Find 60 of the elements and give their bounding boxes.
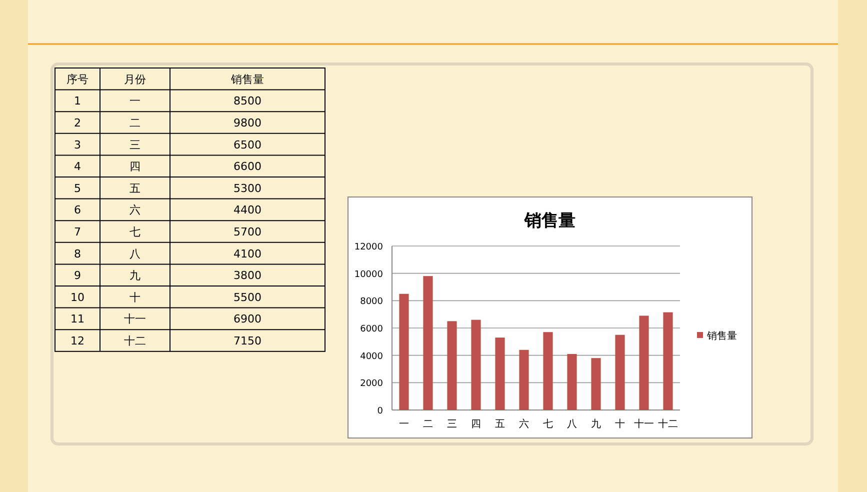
text: 3 bbox=[74, 138, 81, 152]
x-tick-label: 十二 bbox=[658, 418, 678, 430]
category-label: 二 bbox=[130, 116, 140, 130]
text: 10 bbox=[70, 290, 84, 304]
x-tick-label: 十 bbox=[615, 418, 625, 430]
x-tick-label: 三 bbox=[447, 419, 457, 430]
text: 6 bbox=[74, 204, 81, 217]
category-label: 五 bbox=[130, 182, 140, 195]
x-tick-label: 九 bbox=[591, 418, 601, 430]
text: 5300 bbox=[234, 182, 262, 195]
text: 5500 bbox=[234, 290, 262, 304]
category-label: 三 bbox=[130, 138, 140, 152]
category-label: 四 bbox=[130, 160, 140, 174]
text: 1 bbox=[74, 94, 81, 108]
text: 4 bbox=[74, 160, 81, 174]
text: 8 bbox=[74, 247, 81, 260]
x-tick-label: 八 bbox=[567, 419, 577, 430]
y-tick-label: 8000 bbox=[360, 297, 384, 308]
text: 4100 bbox=[234, 247, 262, 260]
x-tick-label: 一 bbox=[399, 419, 409, 430]
text: 12 bbox=[70, 334, 84, 348]
x-tick-label: 七 bbox=[543, 418, 553, 430]
text: 6900 bbox=[234, 312, 262, 326]
text: 7 bbox=[74, 226, 81, 238]
text: 9 bbox=[74, 269, 81, 282]
x-tick-label: 二 bbox=[423, 419, 433, 430]
x-tick-label: 五 bbox=[495, 419, 505, 430]
x-tick-label: 四 bbox=[471, 419, 481, 430]
category-label: 十二 bbox=[124, 334, 146, 348]
category-label: 十一 bbox=[124, 312, 146, 326]
category-label: 七 bbox=[130, 226, 140, 238]
y-tick-label: 6000 bbox=[360, 324, 384, 334]
text: 6500 bbox=[234, 138, 262, 152]
text: 9800 bbox=[234, 116, 262, 130]
y-tick-label: 0 bbox=[377, 406, 384, 416]
x-tick-label: 六 bbox=[519, 418, 529, 430]
x-tick-label: 十一 bbox=[634, 418, 654, 430]
text: 7150 bbox=[234, 334, 262, 348]
text: 序号 bbox=[66, 72, 88, 86]
y-tick-label: 2000 bbox=[360, 379, 384, 390]
y-tick-label: 10000 bbox=[354, 270, 384, 280]
y-tick-label: 12000 bbox=[354, 242, 384, 252]
text: 2 bbox=[74, 116, 81, 130]
legend-label: 销售量 bbox=[706, 330, 737, 342]
text: 4400 bbox=[234, 204, 262, 217]
text: 8500 bbox=[234, 94, 262, 108]
text: 5700 bbox=[234, 226, 262, 238]
y-tick-label: 4000 bbox=[360, 352, 384, 362]
category-label: 十 bbox=[130, 290, 140, 304]
chart-title: 销售量 bbox=[524, 211, 576, 231]
category-label: 一 bbox=[130, 94, 140, 108]
text: 月份 bbox=[124, 72, 146, 86]
text: 销售量 bbox=[231, 72, 264, 86]
text: 11 bbox=[70, 312, 84, 326]
category-label: 六 bbox=[130, 204, 140, 217]
text: 6600 bbox=[234, 160, 262, 174]
text: 3800 bbox=[234, 269, 262, 282]
text: 5 bbox=[74, 182, 81, 195]
category-label: 八 bbox=[130, 247, 140, 260]
category-label: 九 bbox=[130, 269, 140, 282]
